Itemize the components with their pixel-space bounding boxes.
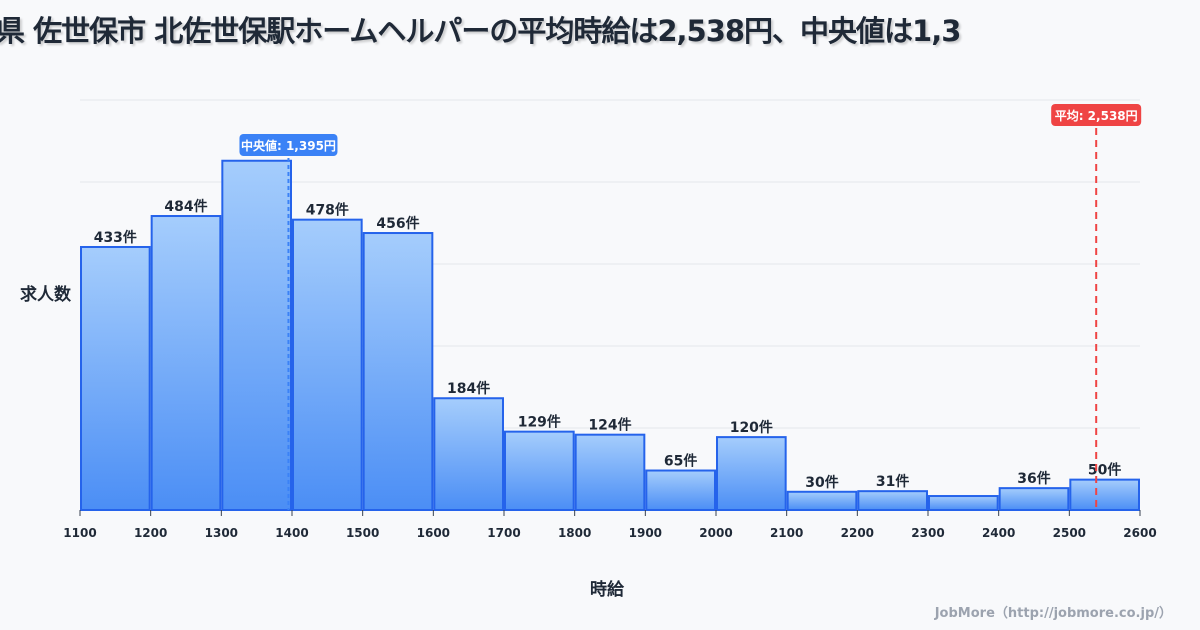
bar (716, 436, 787, 511)
chart-title: 県 佐世保市 北佐世保駅ホームヘルパーの平均時給は2,538円、中央値は1,3 (0, 14, 961, 48)
bar (786, 490, 858, 511)
mean-badge (1051, 104, 1142, 126)
bar (292, 218, 363, 511)
bar (150, 215, 222, 512)
median-badge (239, 134, 338, 156)
x-tick-label: 2300 (911, 526, 944, 540)
bar-label: 36件 (1017, 470, 1050, 487)
bar (998, 487, 1070, 511)
bar (504, 430, 575, 511)
bar-label: 50件 (1088, 462, 1121, 479)
x-tick-label: 1600 (417, 526, 450, 540)
bar-label: 484件 (164, 198, 207, 215)
bar-label: 30件 (805, 474, 838, 491)
x-tick-label: 1100 (63, 526, 96, 540)
bar-label: 433件 (94, 229, 137, 246)
mean-label: 平均: 2,538円 (1055, 108, 1138, 123)
bar-label: 184件 (447, 380, 490, 397)
bar (857, 490, 928, 512)
bar-label: 129件 (518, 414, 561, 431)
bar (221, 159, 292, 511)
x-tick-label: 2100 (770, 526, 803, 540)
bar (362, 232, 434, 511)
bar-label: 120件 (730, 419, 773, 436)
x-tick-label: 1700 (487, 526, 520, 540)
x-tick-label: 1300 (205, 526, 238, 540)
bar (928, 495, 999, 512)
x-tick-label: 2600 (1123, 526, 1156, 540)
x-tick-label: 2200 (841, 526, 874, 540)
bar (645, 469, 716, 512)
bar (1069, 478, 1141, 512)
bar-label: 478件 (306, 202, 349, 219)
bar (80, 245, 151, 512)
x-tick-label: 2500 (1053, 526, 1086, 540)
x-tick-label: 1200 (134, 526, 167, 540)
median-label: 中央値: 1,395円 (241, 138, 336, 153)
bar-label: 124件 (588, 417, 631, 434)
bar-label: 65件 (664, 453, 697, 470)
x-tick-label: 2400 (982, 526, 1015, 540)
y-axis-label: 求人数 (20, 285, 71, 305)
credit: JobMore（http://jobmore.co.jp/） (934, 606, 1172, 621)
bar-label: 31件 (876, 473, 909, 490)
x-tick-label: 2000 (699, 526, 732, 540)
x-tick-label: 1800 (558, 526, 591, 540)
x-axis-label: 時給 (590, 580, 624, 600)
bar (574, 433, 646, 512)
bar-label: 456件 (376, 215, 419, 232)
x-tick-label: 1400 (275, 526, 308, 540)
bar (433, 397, 505, 511)
x-tick-label: 1500 (346, 526, 379, 540)
x-tick-label: 1900 (629, 526, 662, 540)
